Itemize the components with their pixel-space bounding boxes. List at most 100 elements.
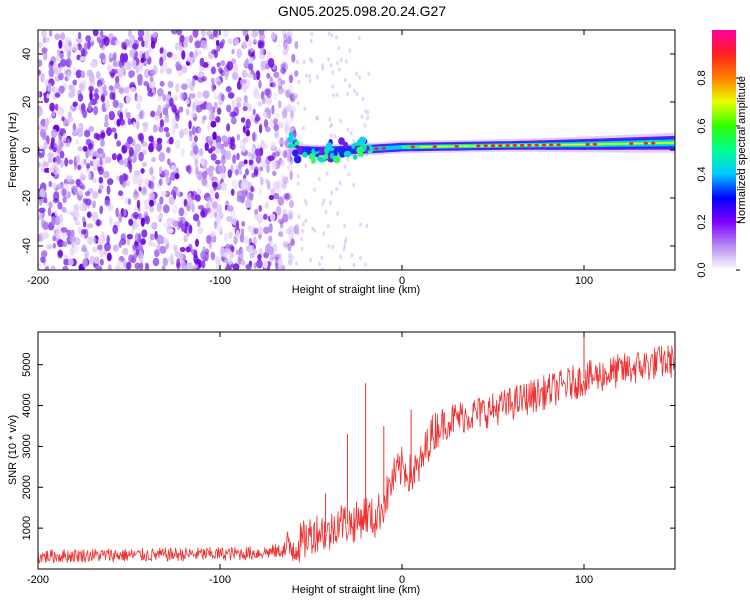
- noise-blob: [39, 188, 45, 198]
- noise-blob: [77, 164, 82, 171]
- noise-blob: [285, 89, 292, 98]
- noise-blob: [144, 215, 150, 225]
- noise-blob: [176, 258, 181, 268]
- noise-blob: [350, 253, 354, 258]
- x-tick-label: -100: [209, 275, 231, 287]
- noise-blob: [175, 64, 183, 72]
- noise-blob: [321, 66, 325, 71]
- noise-blob: [134, 232, 139, 243]
- noise-blob: [62, 241, 68, 248]
- noise-blob: [132, 175, 139, 185]
- noise-blob: [343, 164, 347, 170]
- noise-blob: [194, 40, 202, 49]
- noise-blob: [197, 226, 204, 235]
- noise-blob: [137, 73, 143, 82]
- noise-blob: [260, 139, 265, 150]
- noise-blob: [282, 150, 288, 159]
- noise-blob: [52, 242, 57, 249]
- noise-blob: [266, 180, 271, 190]
- noise-blob: [52, 147, 57, 153]
- noise-blob: [64, 157, 69, 167]
- noise-blob: [290, 110, 294, 119]
- ridge-hotspot: [432, 145, 437, 149]
- noise-blob: [194, 50, 199, 58]
- noise-blob: [284, 193, 291, 201]
- noise-blob: [331, 84, 335, 89]
- noise-blob: [202, 115, 207, 121]
- noise-blob: [308, 78, 312, 83]
- noise-blob: [259, 123, 263, 134]
- noise-blob: [180, 147, 185, 158]
- noise-blob: [280, 67, 286, 74]
- noise-blob: [136, 93, 142, 104]
- noise-blob: [137, 175, 144, 185]
- noise-blob: [225, 85, 232, 93]
- noise-blob: [119, 159, 125, 166]
- noise-blob: [281, 69, 286, 75]
- noise-blob: [138, 62, 144, 72]
- noise-blob: [329, 124, 333, 129]
- noise-blob: [220, 172, 226, 180]
- noise-blob: [229, 111, 236, 118]
- noise-blob: [119, 175, 124, 185]
- noise-blob: [70, 229, 75, 238]
- noise-blob: [291, 53, 296, 63]
- noise-blob: [108, 85, 114, 91]
- noise-blob: [258, 30, 265, 36]
- noise-blob: [264, 143, 268, 150]
- noise-blob: [361, 96, 365, 102]
- noise-blob: [45, 36, 50, 43]
- noise-blob: [151, 31, 158, 39]
- noise-blob: [253, 72, 257, 81]
- ridge-blob: [314, 147, 320, 152]
- noise-blob: [338, 67, 341, 72]
- x-tick-label: 100: [575, 275, 593, 287]
- noise-blob: [108, 110, 116, 121]
- noise-blob: [241, 220, 246, 227]
- noise-blob: [300, 246, 304, 251]
- noise-blob: [285, 228, 292, 235]
- noise-blob: [60, 32, 66, 40]
- noise-blob: [58, 72, 64, 81]
- noise-blob: [87, 223, 94, 229]
- noise-blob: [269, 213, 276, 222]
- noise-blob: [43, 140, 48, 150]
- noise-blob: [345, 59, 348, 64]
- noise-blob: [272, 170, 277, 177]
- noise-blob: [105, 99, 110, 110]
- noise-blob: [122, 247, 129, 256]
- noise-blob: [202, 170, 208, 179]
- noise-blob: [173, 95, 178, 102]
- noise-blob: [48, 201, 53, 209]
- noise-blob: [163, 126, 169, 133]
- noise-blob: [85, 149, 89, 159]
- noise-blob: [206, 197, 213, 203]
- noise-blob: [52, 198, 60, 204]
- noise-blob: [144, 177, 149, 186]
- noise-blob: [324, 209, 328, 214]
- noise-blob: [147, 91, 154, 97]
- noise-blob: [278, 157, 283, 165]
- ridge-hotspot: [505, 144, 510, 147]
- ridge-hotspot: [527, 143, 532, 147]
- noise-blob: [111, 153, 117, 161]
- noise-blob: [278, 159, 285, 165]
- x-tick-label: 100: [575, 574, 593, 586]
- noise-blob: [175, 83, 180, 93]
- noise-blob: [58, 250, 63, 258]
- noise-blob: [47, 152, 55, 159]
- noise-blob: [77, 127, 84, 138]
- noise-blob: [254, 208, 258, 215]
- noise-blob: [237, 163, 242, 171]
- spectrogram-y-label: Frequency (Hz): [7, 112, 19, 188]
- noise-blob: [166, 146, 171, 154]
- noise-blob: [260, 176, 264, 186]
- ridge-blob: [352, 154, 358, 160]
- noise-blob: [195, 238, 199, 247]
- noise-blob: [118, 241, 122, 249]
- noise-blob: [184, 221, 189, 228]
- noise-blob: [338, 266, 342, 270]
- y-tick-label: 1000: [21, 516, 33, 540]
- noise-blob: [271, 160, 277, 170]
- noise-blob: [230, 116, 237, 125]
